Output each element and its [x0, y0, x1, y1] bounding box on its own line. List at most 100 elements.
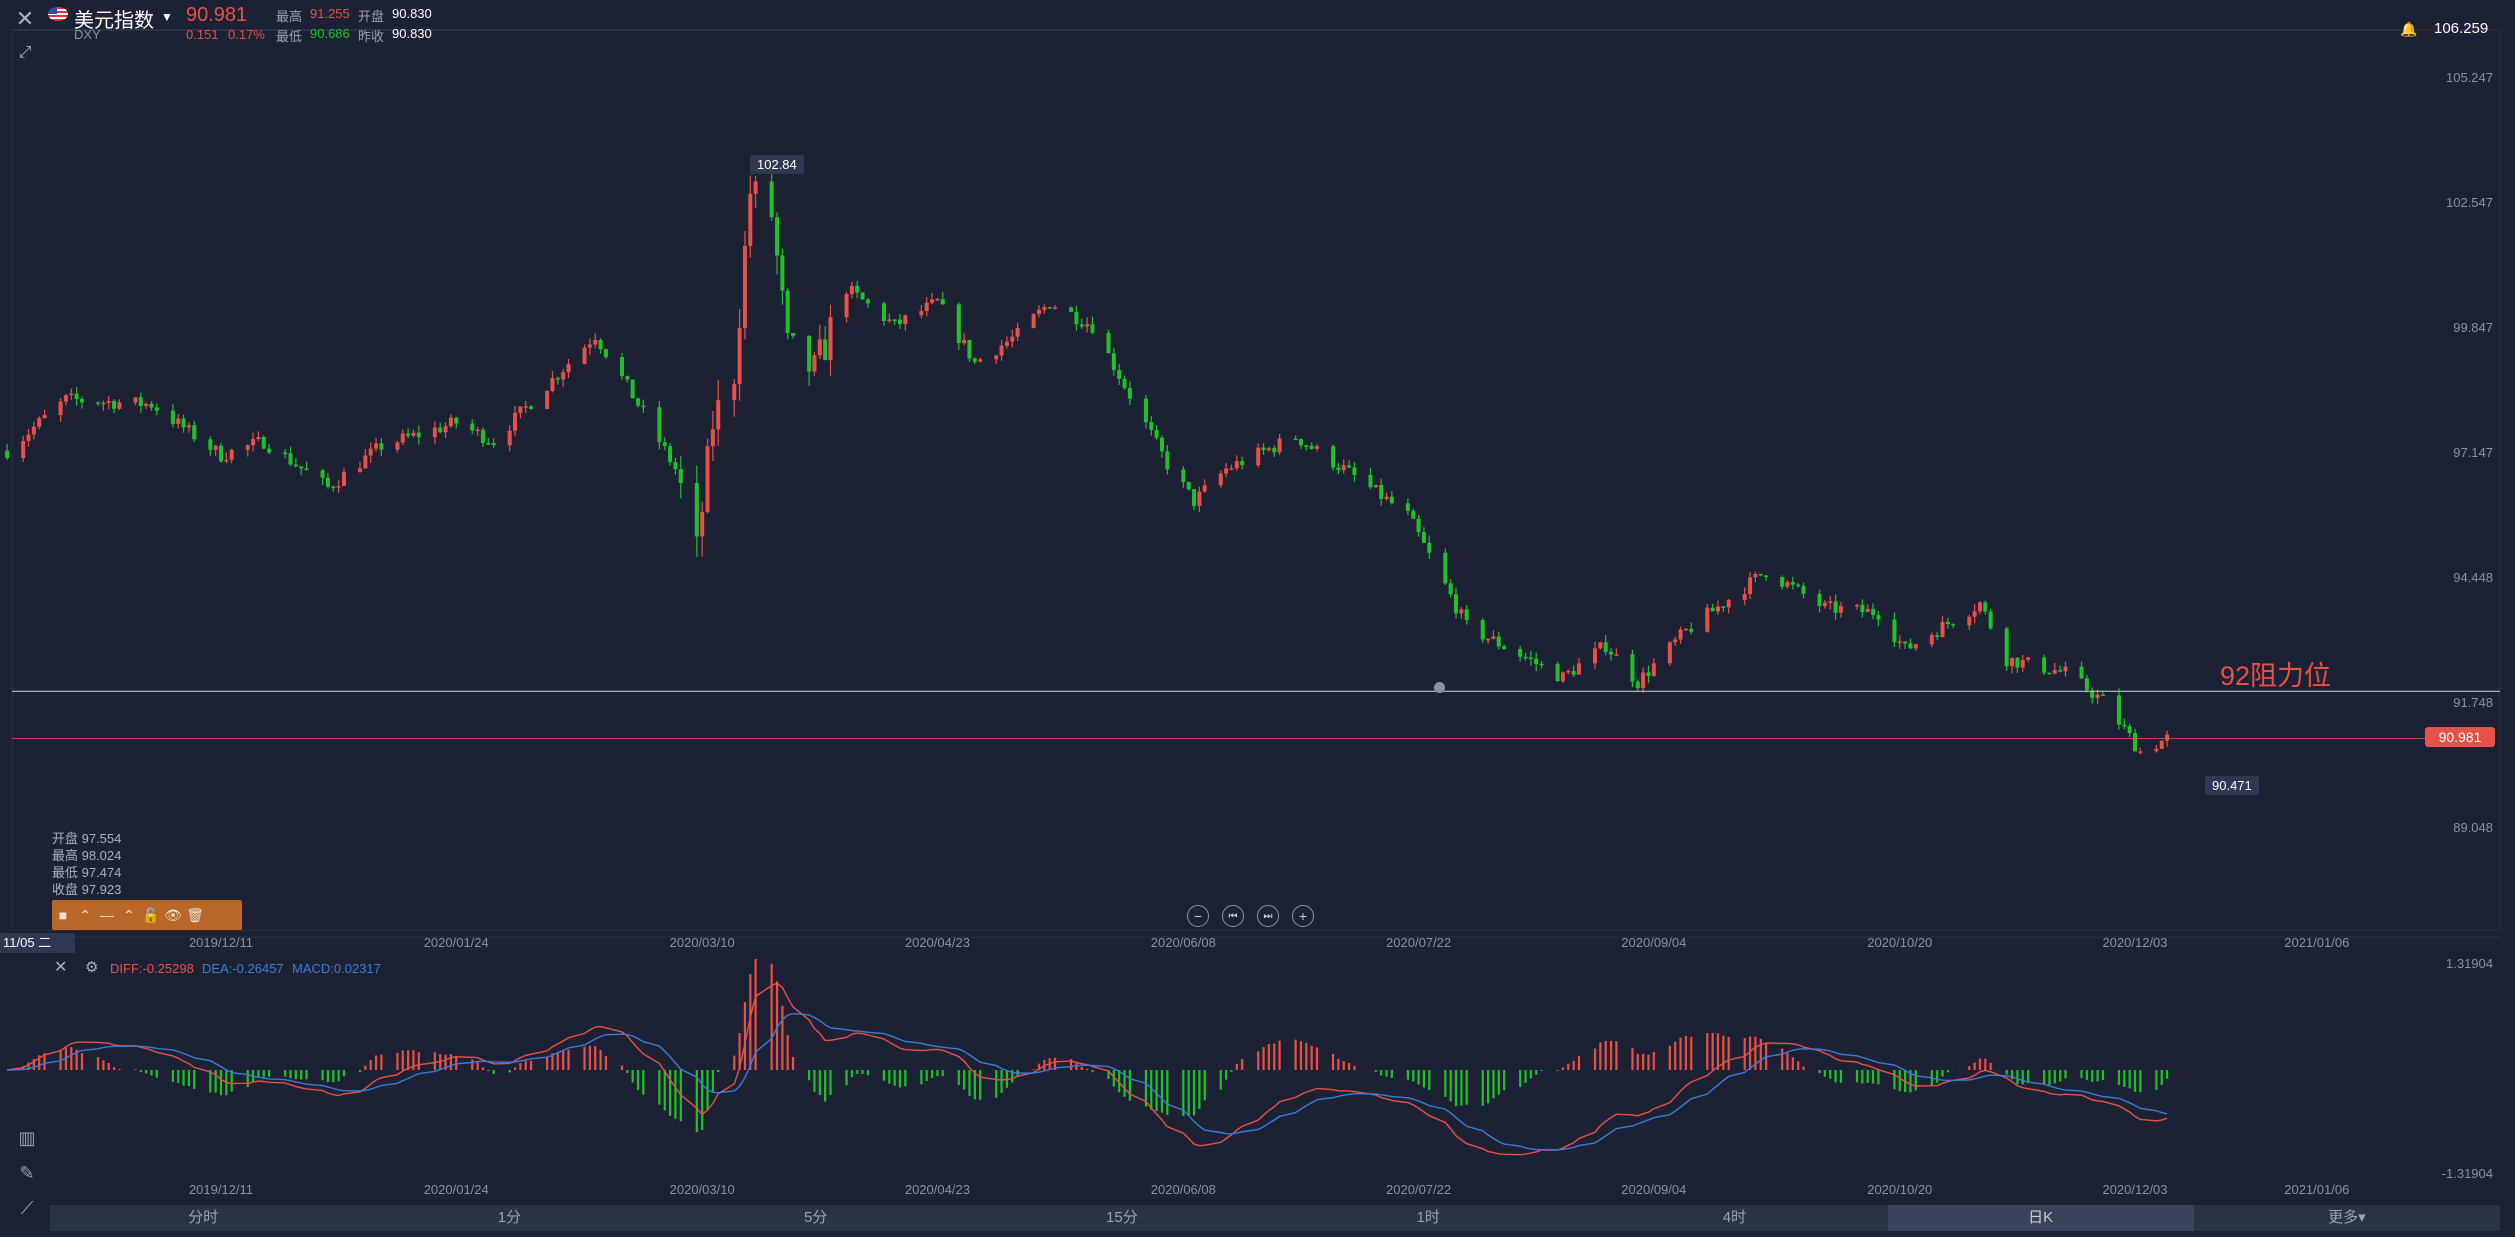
candle-body — [1528, 657, 1533, 660]
tab-timeframe-active[interactable]: 日K — [1887, 1205, 2194, 1231]
crosshair-date: 11/05 二 — [0, 933, 75, 953]
color-swatch-icon[interactable]: ■ — [58, 907, 68, 923]
candle-body — [1838, 606, 1843, 613]
bell-icon[interactable]: 🔔 — [2400, 21, 2418, 37]
candle-body — [2154, 748, 2159, 752]
candle-body — [2079, 666, 2084, 679]
candle-body — [21, 440, 26, 458]
candle-body — [1983, 602, 1988, 612]
candle-body — [545, 391, 550, 409]
candle-body — [1202, 485, 1207, 492]
candle-body — [1486, 638, 1491, 641]
instrument-name[interactable]: 美元指数 — [74, 10, 154, 32]
candle-body — [1828, 601, 1833, 603]
y-tick-label: 89.048 — [2453, 820, 2493, 835]
line-style-icon[interactable]: — — [100, 907, 114, 923]
candle-body — [1309, 445, 1314, 449]
candle-body — [1293, 438, 1298, 441]
candle-body — [144, 403, 149, 407]
timeframe-bar: 分时 1分 5分 15分 1时 4时 日K 更多▾ — [50, 1205, 2500, 1231]
candle-body — [849, 285, 854, 295]
candle-body — [625, 376, 630, 380]
candle-body — [892, 319, 897, 322]
candle-body — [550, 378, 555, 392]
zoom-in-button[interactable]: + — [1292, 905, 1314, 927]
tab-timeframe[interactable]: 分时 — [188, 1209, 219, 1226]
candle-body — [2063, 666, 2068, 672]
zoom-out-button[interactable]: − — [1187, 905, 1209, 927]
candle-body — [2090, 690, 2095, 698]
candle-body — [919, 311, 924, 316]
candle-body — [1502, 646, 1507, 650]
candle-body — [1261, 447, 1266, 451]
candle-body — [42, 415, 47, 419]
candle-body — [769, 181, 774, 218]
high-value: 91.255 — [310, 6, 350, 21]
candle-body — [154, 407, 159, 411]
tab-timeframe[interactable]: 5分 — [803, 1209, 828, 1226]
chevron-up-icon[interactable]: ⌃ — [79, 906, 91, 923]
line-handle[interactable] — [1434, 682, 1445, 693]
candle-body — [1304, 445, 1309, 447]
candle-body — [368, 448, 373, 456]
candle-body — [1015, 327, 1020, 337]
candle-body — [1748, 577, 1753, 595]
resistance-annotation[interactable]: 92阻力位 — [2220, 661, 2332, 691]
candle-body — [630, 379, 635, 399]
candle-body — [1726, 599, 1731, 608]
lock-icon[interactable]: 🔓 — [142, 906, 160, 923]
candle-body — [2020, 659, 2025, 668]
tab-timeframe[interactable]: 1分 — [497, 1209, 522, 1226]
candle-body — [710, 429, 715, 447]
candle-body — [1988, 611, 1993, 629]
scroll-end-button[interactable]: ⏭ — [1257, 905, 1279, 927]
candle-body — [1010, 336, 1015, 342]
candle-body — [2058, 670, 2063, 672]
pencil-icon[interactable]: ✎ — [19, 1163, 35, 1183]
candle-body — [1667, 642, 1672, 664]
candle-body — [1539, 663, 1544, 666]
candle-body — [1705, 607, 1710, 632]
high-label: 最高 — [276, 9, 303, 24]
close-indicator-icon[interactable]: ✕ — [54, 959, 68, 976]
y-tick-label: 91.748 — [2453, 695, 2493, 710]
candle-body — [1753, 573, 1758, 578]
settings-icon[interactable]: ⚙ — [85, 959, 99, 976]
candle-body — [523, 406, 528, 408]
x-tick-label: 2020/07/22 — [1386, 935, 1451, 950]
candle-body — [823, 339, 828, 361]
draw-tool-icon[interactable]: ⤢ — [18, 44, 32, 61]
line-chart-icon[interactable]: ⟋ — [20, 1198, 34, 1218]
macd-panel — [6, 958, 2169, 1156]
tab-timeframe[interactable]: 1时 — [1416, 1209, 1440, 1226]
candle-body — [700, 511, 705, 537]
indicator-icon[interactable]: ▥ — [18, 1128, 36, 1148]
tab-timeframe-more[interactable]: 更多▾ — [2328, 1209, 2366, 1226]
chevron-up-icon[interactable]: ⌃ — [123, 906, 135, 923]
candle-body — [1571, 670, 1576, 675]
tab-timeframe[interactable]: 4时 — [1722, 1209, 1747, 1226]
eye-icon[interactable]: 👁 — [164, 906, 182, 923]
candle-body — [1854, 604, 1859, 607]
scroll-start-button[interactable]: ⏮ — [1222, 905, 1244, 927]
candle-body — [1560, 672, 1565, 682]
candle-body — [1614, 654, 1619, 656]
close-icon[interactable]: ✕ — [15, 6, 35, 31]
candle-body — [176, 418, 181, 424]
candle-body — [1240, 461, 1245, 466]
candle-body — [2095, 694, 2100, 698]
candle-body — [251, 439, 256, 446]
candle-body — [288, 453, 293, 465]
candle-body — [1159, 437, 1164, 452]
price-frame — [11, 29, 2501, 931]
ohlc-close: 收盘 97.923 — [52, 882, 122, 897]
candle-body — [363, 455, 368, 469]
candle-body — [1817, 593, 1822, 607]
trash-icon[interactable]: 🗑 — [186, 906, 204, 923]
chevron-down-icon[interactable]: ▼ — [161, 10, 173, 24]
candle-body — [1972, 611, 1977, 617]
candle-body — [2052, 670, 2057, 674]
tab-timeframe[interactable]: 15分 — [1106, 1209, 1138, 1226]
candle-body — [1598, 642, 1603, 649]
